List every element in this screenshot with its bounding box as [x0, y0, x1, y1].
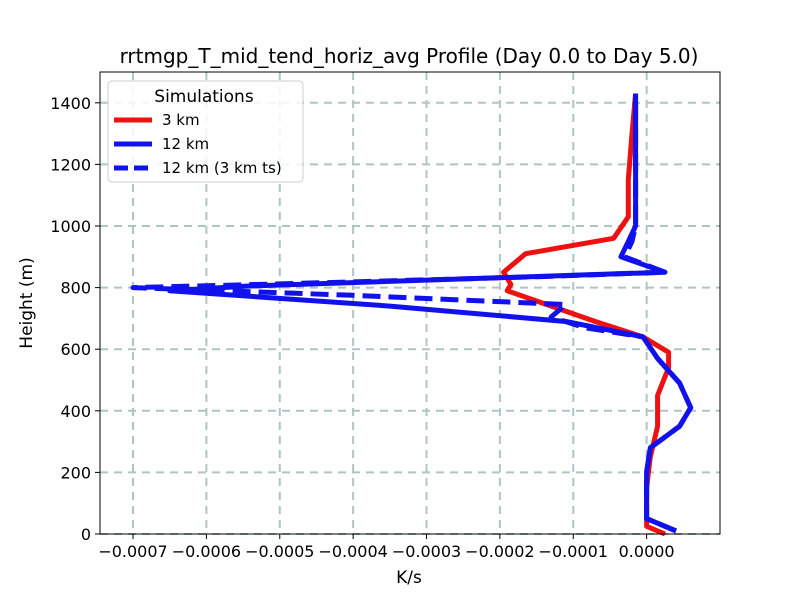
y-tick-label: 200 — [60, 463, 91, 482]
y-tick-label: 600 — [60, 340, 91, 359]
y-tick-label: 400 — [60, 402, 91, 421]
x-tick-label: −0.0005 — [245, 542, 314, 561]
axes-layer: −0.0007 −0.0006 −0.0005 −0.0004 −0.0003 −0.00… — [50, 71, 721, 561]
y-tick-label: 1400 — [50, 94, 91, 113]
x-tick-label: −0.0007 — [98, 542, 167, 561]
plot-frame — [99, 71, 721, 535]
y-tick-label: 1000 — [50, 217, 91, 236]
legend-entry: 12 km — [162, 135, 209, 153]
series-line — [130, 93, 694, 534]
x-tick-label: −0.0003 — [392, 542, 461, 561]
x-tick-label: −0.0001 — [539, 542, 608, 561]
y-tick-label: 800 — [60, 279, 91, 298]
chart-title: rrtmgp_T_mid_tend_horiz_avg Profile (Day… — [120, 44, 699, 68]
series-line — [501, 93, 672, 537]
x-axis-label: K/s — [396, 568, 422, 588]
legend-entry: 3 km — [162, 111, 200, 129]
x-tick-label: −0.0004 — [318, 542, 387, 561]
x-tick-label: −0.0002 — [465, 542, 534, 561]
y-tick-label: 1200 — [50, 155, 91, 174]
x-tick-label: −0.0006 — [172, 542, 241, 561]
series-layer — [130, 93, 694, 537]
legend-box — [107, 80, 304, 183]
y-axis-label: Height (m) — [17, 257, 37, 348]
y-tick-label: 0 — [81, 525, 91, 544]
legend: Simulations 3 km 12 km 12 km (3 km ts) — [107, 80, 304, 183]
x-tick-label: 0.0000 — [619, 542, 675, 561]
legend-entry: 12 km (3 km ts) — [162, 159, 282, 177]
legend-title: Simulations — [154, 87, 254, 107]
